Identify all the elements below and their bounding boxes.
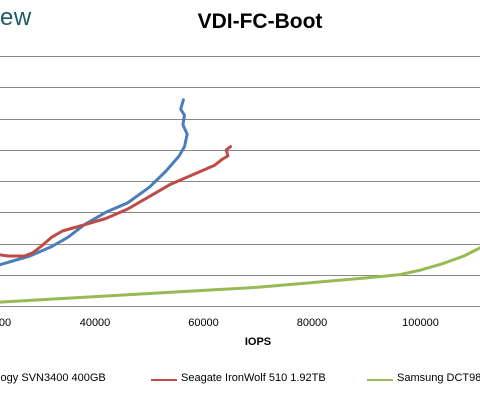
- legend-label-series-2: Seagate IronWolf 510 1.92TB: [181, 372, 326, 384]
- legend-label-series-3: Samsung DCT98: [397, 372, 480, 384]
- gridlines: [0, 56, 480, 276]
- series-line-1: [0, 98, 189, 267]
- legend-swatch-series-2: [151, 379, 177, 381]
- x-tick-label: 40000: [80, 317, 111, 329]
- x-tick-label: 80000: [297, 317, 328, 329]
- legend: ology SVN3400 400GB Seagate IronWolf 510…: [0, 372, 480, 392]
- x-axis-ticks: 00 40000 60000 80000 100000: [0, 317, 439, 329]
- brand-logo-text: ew: [0, 4, 32, 31]
- x-tick-label: 100000: [402, 317, 439, 329]
- x-tick-label: 60000: [188, 317, 219, 329]
- legend-swatch-series-3: [367, 379, 393, 381]
- series-lines: [0, 98, 480, 304]
- chart-title: VDI-FC-Boot: [197, 10, 323, 33]
- legend-label-series-1: ology SVN3400 400GB: [0, 372, 106, 384]
- x-tick-label: 00: [0, 317, 11, 329]
- series-line-3: [0, 246, 480, 304]
- x-axis-label: IOPS: [244, 336, 272, 348]
- series-line-2: [0, 145, 233, 258]
